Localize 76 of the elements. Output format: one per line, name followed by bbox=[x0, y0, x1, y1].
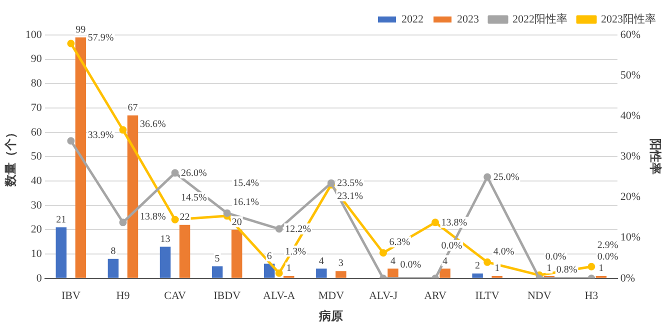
data-label: 1 bbox=[494, 263, 500, 274]
data-label: 1 bbox=[598, 263, 604, 274]
data-label: 22 bbox=[180, 212, 190, 223]
data-label: 4 bbox=[318, 256, 324, 267]
data-label: 1 bbox=[286, 263, 292, 274]
data-label: 6.3% bbox=[389, 236, 410, 248]
data-label: 13.8% bbox=[441, 218, 468, 229]
data-label: 6 bbox=[266, 250, 272, 262]
y2-tick-label: 30% bbox=[620, 150, 641, 163]
data-label: 1 bbox=[546, 263, 552, 274]
data-label: 8 bbox=[110, 246, 116, 258]
data-label: 0.0% bbox=[597, 252, 618, 263]
data-label: 5 bbox=[214, 253, 220, 264]
data-label: 0.8% bbox=[556, 264, 578, 276]
data-label: 13 bbox=[160, 234, 170, 245]
x-tick-label: ALV-J bbox=[368, 290, 398, 302]
data-label: 26.0% bbox=[181, 168, 207, 180]
data-label: 3 bbox=[338, 258, 344, 270]
y2-tick-label: 20% bbox=[620, 191, 641, 204]
data-label: 21 bbox=[56, 214, 66, 226]
x-tick-label: H9 bbox=[116, 290, 130, 302]
data-label: 67 bbox=[128, 102, 138, 114]
x-tick-label: ALV-A bbox=[263, 290, 296, 302]
x-tick-label: IBV bbox=[61, 290, 80, 302]
x-tick-label: NDV bbox=[527, 290, 552, 302]
x-tick-label: ARV bbox=[424, 290, 446, 302]
legend-label: 2022 bbox=[402, 13, 424, 26]
data-label: 4 bbox=[442, 256, 448, 267]
data-label: 16.1% bbox=[233, 197, 259, 208]
y-tick-label: 0 bbox=[36, 272, 42, 284]
data-label: 57.9% bbox=[88, 32, 114, 44]
data-label: 0.0% bbox=[400, 260, 422, 271]
data-label: 33.9% bbox=[88, 130, 114, 142]
legend-label: 2022阳性率 bbox=[512, 12, 568, 26]
y-tick-label: 20 bbox=[30, 224, 42, 236]
data-label: 4 bbox=[390, 256, 396, 267]
y2-axis-title: 阳性率 bbox=[648, 138, 663, 175]
x-tick-label: IBDV bbox=[214, 290, 241, 302]
y-tick-label: 80 bbox=[30, 78, 42, 90]
data-label: 2 bbox=[475, 260, 480, 272]
y-axis-title: 数量（个） bbox=[3, 126, 18, 188]
legend-label: 2023 bbox=[457, 13, 480, 26]
data-label: 2.9% bbox=[597, 240, 618, 251]
y2-tick-label: 60% bbox=[620, 28, 641, 41]
x-tick-label: CAV bbox=[164, 290, 186, 302]
x-tick-label: H3 bbox=[584, 290, 599, 302]
y2-tick-label: 10% bbox=[620, 232, 641, 244]
y-tick-label: 10 bbox=[30, 248, 42, 260]
x-axis-title: 病原 bbox=[318, 308, 344, 323]
data-label: 1.3% bbox=[285, 246, 306, 258]
data-label: 0.0% bbox=[545, 252, 566, 263]
y-tick-label: 100 bbox=[25, 28, 42, 41]
data-label: 12.2% bbox=[285, 224, 311, 236]
data-label: 36.6% bbox=[140, 119, 166, 130]
y-tick-label: 30 bbox=[30, 199, 42, 212]
y2-tick-label: 50% bbox=[620, 69, 641, 82]
y2-tick-label: 0% bbox=[620, 272, 636, 284]
data-label: 23.1% bbox=[337, 190, 364, 202]
data-label: 23.5% bbox=[337, 178, 364, 190]
x-tick-label: ILTV bbox=[475, 290, 500, 302]
data-label: 4.0% bbox=[493, 246, 514, 258]
y-tick-label: 60 bbox=[30, 126, 42, 138]
x-tick-label: MDV bbox=[318, 290, 344, 302]
data-label: 15.4% bbox=[233, 178, 259, 190]
data-label: 13.8% bbox=[140, 212, 166, 223]
y-tick-label: 90 bbox=[30, 53, 42, 66]
data-label: 25.0% bbox=[493, 172, 520, 184]
y-tick-label: 50 bbox=[30, 150, 42, 163]
y2-tick-label: 40% bbox=[620, 110, 641, 122]
data-label: 0.0% bbox=[441, 240, 462, 252]
data-label: 20 bbox=[232, 216, 242, 228]
data-label: 14.5% bbox=[181, 192, 207, 204]
legend-label: 2023阳性率 bbox=[601, 12, 656, 26]
y-tick-label: 70 bbox=[30, 102, 42, 114]
data-label: 99 bbox=[76, 24, 86, 36]
y-tick-label: 40 bbox=[30, 174, 42, 187]
